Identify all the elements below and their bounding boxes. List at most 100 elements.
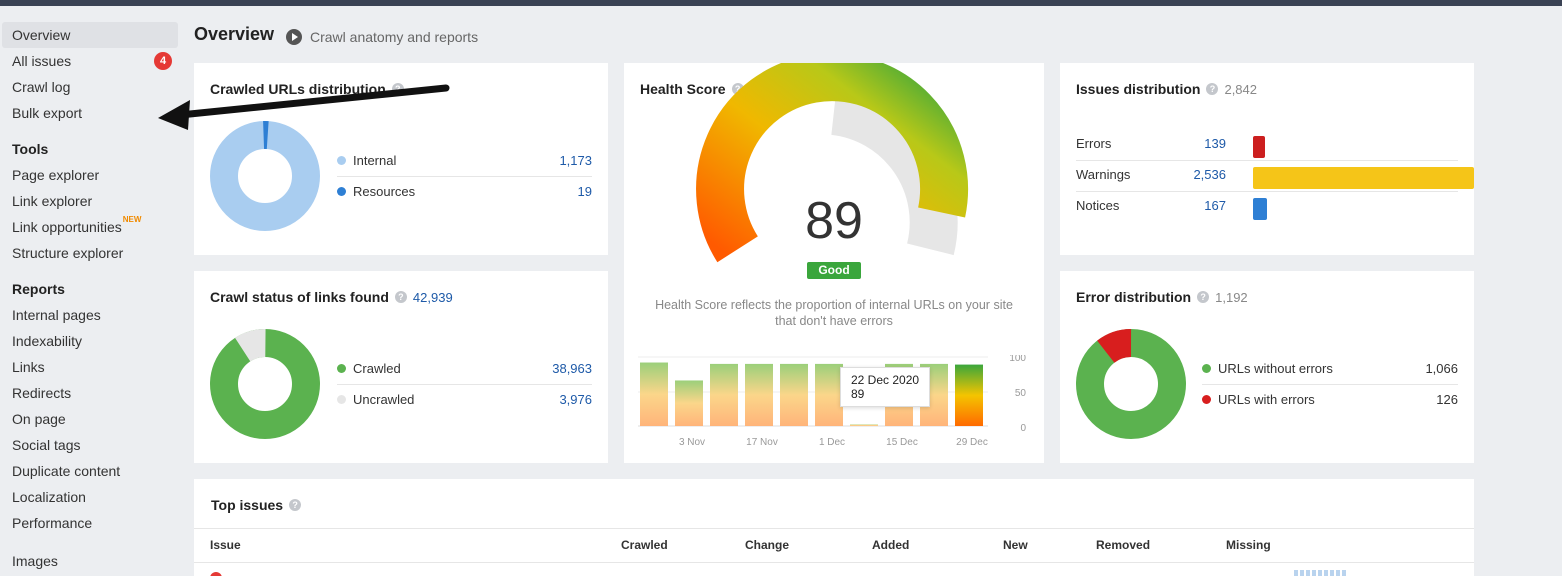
sidebar-item-performance[interactable]: Performance bbox=[12, 515, 93, 531]
legend-row-crawled[interactable]: Crawled 38,963 bbox=[337, 354, 592, 384]
top-bar bbox=[0, 0, 1562, 6]
help-icon[interactable]: ? bbox=[289, 499, 302, 512]
issue-row-errors[interactable]: Errors 139 bbox=[1076, 129, 1458, 159]
legend-dot bbox=[337, 156, 346, 166]
error-distribution-donut bbox=[1076, 329, 1186, 439]
sidebar-item-overview[interactable]: Overview bbox=[2, 22, 178, 48]
sidebar-item-links[interactable]: Links bbox=[12, 359, 45, 375]
sidebar-item-link-opportunities[interactable]: Link opportunitiesNEW bbox=[12, 215, 142, 235]
donut-segment-errors bbox=[1076, 329, 1186, 439]
crawl-status-donut bbox=[210, 329, 320, 439]
divider bbox=[337, 384, 592, 385]
sidebar-item-indexability[interactable]: Indexability bbox=[12, 333, 83, 349]
crawled-urls-donut bbox=[210, 121, 320, 231]
sidebar-item-images[interactable]: Images bbox=[12, 553, 58, 569]
x-tick-label: 15 Dec bbox=[886, 437, 918, 448]
health-bar[interactable] bbox=[675, 380, 703, 426]
divider bbox=[1076, 191, 1458, 192]
legend-row-internal[interactable]: Internal 1,173 bbox=[337, 146, 592, 176]
sidebar-item-duplicate-content[interactable]: Duplicate content bbox=[12, 463, 121, 479]
legend-value[interactable]: 38,963 bbox=[552, 361, 592, 376]
card-title: Error distribution? 1,192 bbox=[1076, 289, 1248, 305]
y-tick-label: 100 bbox=[1009, 355, 1026, 364]
sidebar-item-localization[interactable]: Localization bbox=[12, 489, 86, 505]
legend-row-without-errors[interactable]: URLs without errors 1,066 bbox=[1202, 354, 1458, 384]
sidebar-item-internal-pages[interactable]: Internal pages bbox=[12, 307, 101, 323]
legend-dot bbox=[1202, 395, 1211, 405]
legend-value[interactable]: 3,976 bbox=[559, 392, 592, 407]
health-score-value: 89 bbox=[805, 192, 863, 250]
health-bar[interactable] bbox=[955, 364, 983, 426]
help-icon[interactable]: ? bbox=[1197, 291, 1210, 304]
error-icon bbox=[210, 572, 222, 576]
chart-tooltip: 22 Dec 2020 89 bbox=[840, 367, 931, 407]
new-tag: NEW bbox=[122, 215, 142, 224]
issues-distribution-card: Issues distribution? 2,842 Errors 139 War… bbox=[1060, 63, 1474, 255]
help-icon[interactable]: ? bbox=[394, 291, 407, 304]
sidebar-item-page-explorer[interactable]: Page explorer bbox=[12, 167, 100, 183]
card-title: Issues distribution? 2,842 bbox=[1076, 81, 1258, 97]
health-bar[interactable] bbox=[780, 363, 808, 426]
sparkline bbox=[1294, 570, 1346, 576]
legend-row-uncrawled[interactable]: Uncrawled 3,976 bbox=[337, 385, 592, 415]
page-subtitle[interactable]: Crawl anatomy and reports bbox=[310, 29, 479, 45]
gauge-track bbox=[830, 87, 958, 256]
sidebar-item-structure-explorer[interactable]: Structure explorer bbox=[12, 245, 124, 261]
donut-segment-resources bbox=[210, 121, 320, 231]
issues-count-badge: 4 bbox=[154, 52, 172, 70]
health-bar[interactable] bbox=[745, 363, 773, 426]
health-bar[interactable] bbox=[710, 363, 738, 426]
column-header-removed[interactable]: Removed bbox=[1096, 538, 1151, 552]
card-title: Top issues? bbox=[211, 497, 302, 513]
error-total-count: 1,192 bbox=[1215, 290, 1248, 305]
issue-count[interactable]: 139 bbox=[1204, 136, 1226, 151]
issue-count[interactable]: 2,536 bbox=[1193, 167, 1226, 182]
column-header-issue[interactable]: Issue bbox=[210, 538, 241, 552]
column-header-missing[interactable]: Missing bbox=[1226, 538, 1271, 552]
legend-value[interactable]: 19 bbox=[577, 184, 592, 199]
legend-dot bbox=[1202, 364, 1211, 374]
top-issues-card: Top issues? Issue Crawled Change Added N… bbox=[194, 479, 1474, 576]
arrow-shaft bbox=[176, 84, 450, 119]
sidebar-item-link-explorer[interactable]: Link explorer bbox=[12, 193, 93, 209]
x-tick-label: 3 Nov bbox=[679, 437, 705, 448]
issue-row-notices[interactable]: Notices 167 bbox=[1076, 191, 1458, 221]
health-bar[interactable] bbox=[640, 362, 668, 426]
issue-count[interactable]: 167 bbox=[1204, 198, 1226, 213]
issue-bar-errors bbox=[1253, 136, 1265, 158]
divider bbox=[194, 528, 1474, 529]
tooltip-date: 22 Dec 2020 bbox=[851, 373, 920, 387]
divider bbox=[1202, 384, 1458, 385]
health-status-badge: Good bbox=[807, 262, 861, 279]
legend-dot bbox=[337, 364, 346, 374]
sidebar-item-all-issues[interactable]: All issues 4 bbox=[2, 48, 178, 74]
page-title: Overview bbox=[194, 24, 275, 44]
legend-value: 126 bbox=[1436, 392, 1458, 407]
health-bar[interactable] bbox=[815, 363, 843, 426]
sidebar-item-on-page[interactable]: On page bbox=[12, 411, 66, 427]
column-header-added[interactable]: Added bbox=[872, 538, 910, 552]
divider bbox=[337, 176, 592, 177]
divider bbox=[194, 562, 1474, 563]
issue-bar-warnings bbox=[1253, 167, 1474, 189]
sidebar-item-redirects[interactable]: Redirects bbox=[12, 385, 72, 401]
health-bar[interactable] bbox=[850, 424, 878, 427]
issues-total-count: 2,842 bbox=[1224, 82, 1258, 97]
help-icon[interactable]: ? bbox=[1206, 83, 1219, 96]
sidebar-item-bulk-export[interactable]: Bulk export bbox=[12, 105, 83, 121]
y-tick-label: 50 bbox=[1015, 388, 1027, 399]
sidebar-item-social-tags[interactable]: Social tags bbox=[12, 437, 81, 453]
legend-row-resources[interactable]: Resources 19 bbox=[337, 177, 592, 207]
sidebar-heading-tools: Tools bbox=[12, 141, 49, 157]
card-title: Crawl status of links found? 42,939 bbox=[210, 289, 453, 305]
x-tick-label: 17 Nov bbox=[746, 437, 778, 448]
legend-row-with-errors[interactable]: URLs with errors 126 bbox=[1202, 385, 1458, 415]
column-header-crawled[interactable]: Crawled bbox=[621, 538, 668, 552]
sidebar-item-crawl-log[interactable]: Crawl log bbox=[12, 79, 71, 95]
issue-row-warnings[interactable]: Warnings 2,536 bbox=[1076, 160, 1474, 190]
column-header-change[interactable]: Change bbox=[745, 538, 790, 552]
column-header-new[interactable]: New bbox=[1003, 538, 1028, 552]
links-found-count[interactable]: 42,939 bbox=[412, 290, 453, 305]
play-icon[interactable] bbox=[286, 29, 302, 45]
legend-value[interactable]: 1,173 bbox=[559, 153, 592, 168]
